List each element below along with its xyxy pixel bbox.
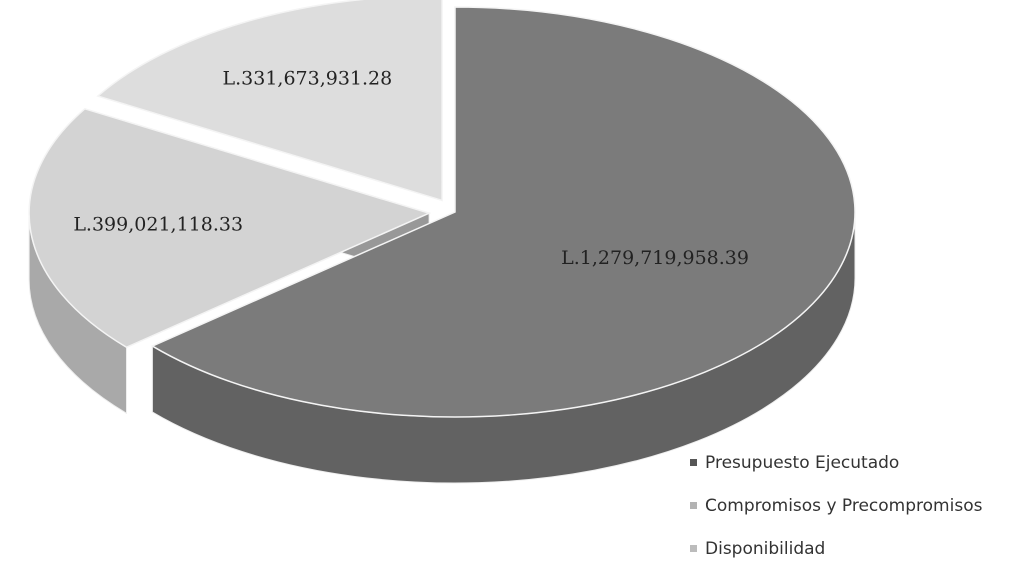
data-label: L.331,673,931.28 [222,67,392,89]
legend-label: Compromisos y Precompromisos [705,496,983,516]
legend-swatch [690,545,697,552]
pie-slice [28,107,432,349]
legend-swatch [690,459,697,466]
data-label: L.1,279,719,958.39 [561,247,749,269]
data-label: L.399,021,118.33 [73,214,243,236]
legend-label: Presupuesto Ejecutado [705,453,899,473]
pie-slice [150,6,856,418]
legend-swatch [690,502,697,509]
legend-label: Disponibilidad [705,539,825,559]
pie-slice [96,0,443,202]
